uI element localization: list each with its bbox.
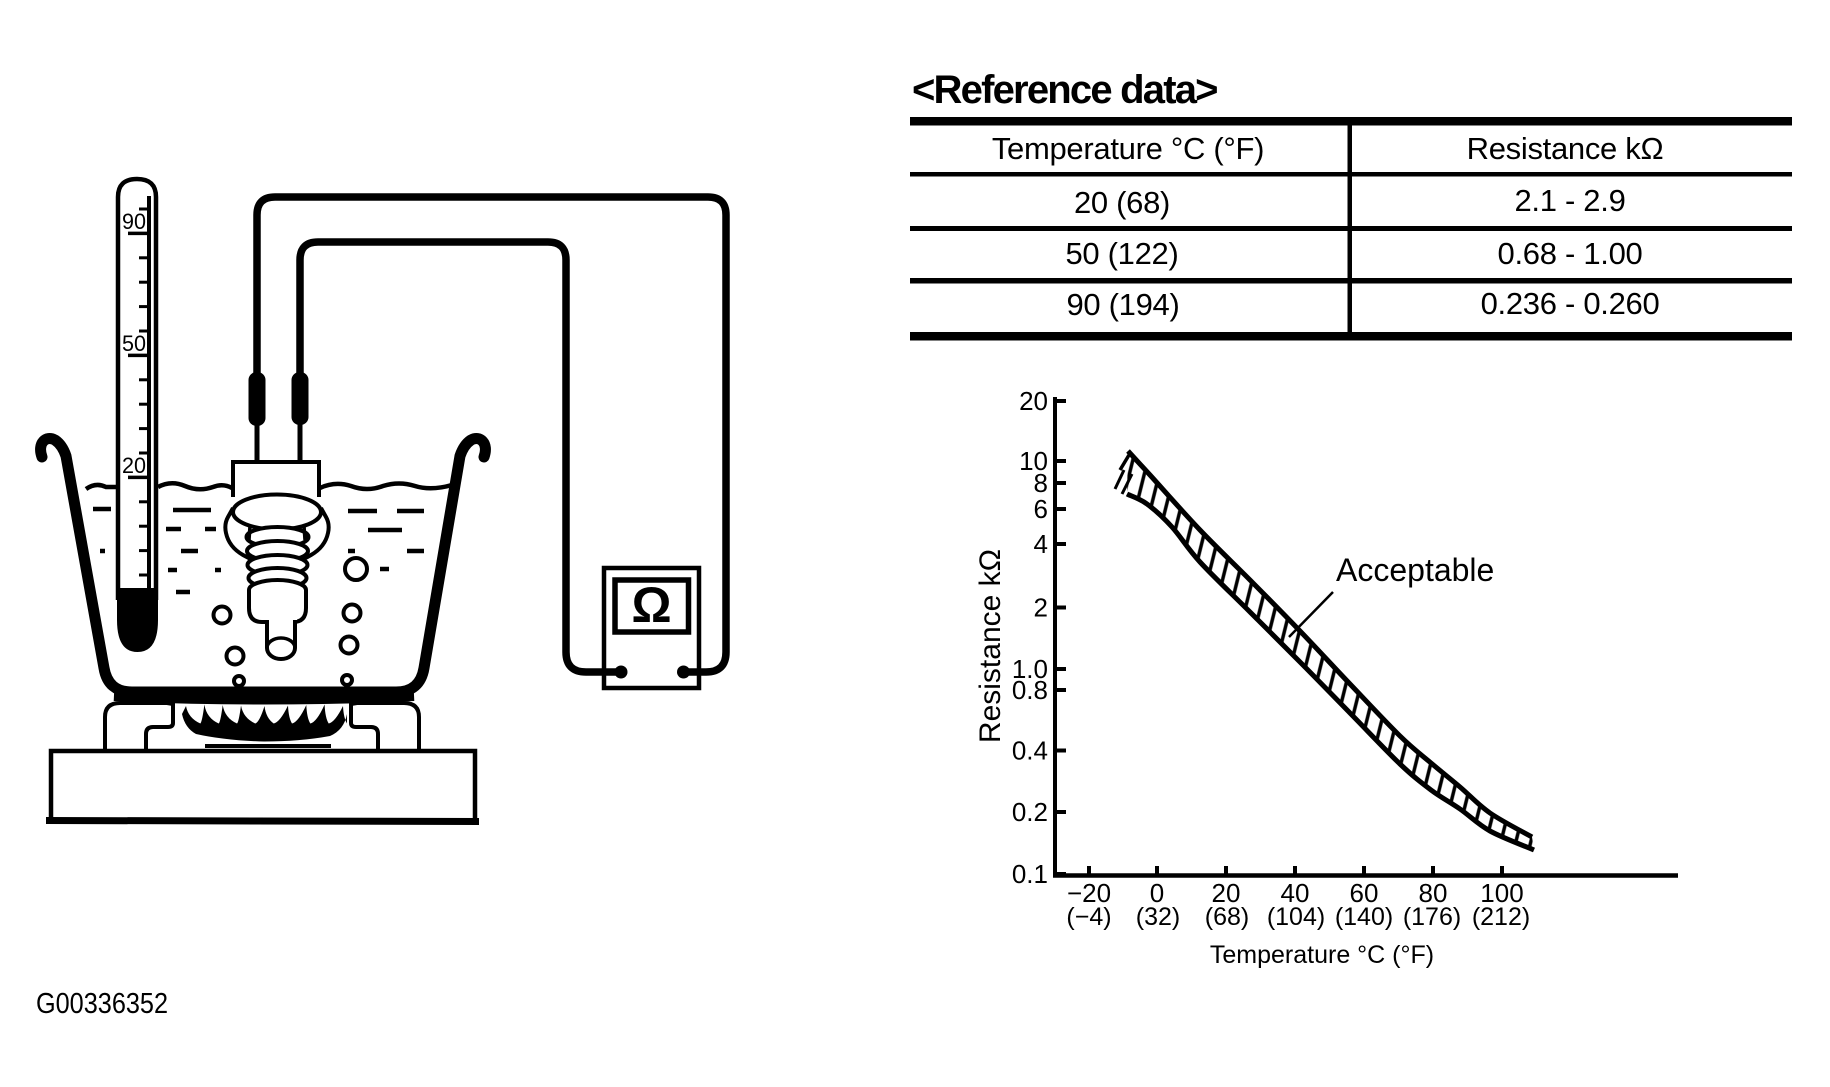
svg-text:Temperature °C (°F): Temperature °C (°F) xyxy=(992,131,1264,166)
svg-text:(176): (176) xyxy=(1403,903,1461,931)
svg-text:20: 20 xyxy=(1019,386,1048,416)
svg-text:Temperature °C (°F): Temperature °C (°F) xyxy=(1210,941,1434,969)
svg-text:40: 40 xyxy=(1281,878,1310,908)
svg-text:20: 20 xyxy=(1212,878,1241,908)
svg-text:80: 80 xyxy=(1419,878,1448,908)
svg-text:Ω: Ω xyxy=(631,577,671,633)
svg-text:10: 10 xyxy=(1019,446,1048,476)
svg-text:Resistance kΩ: Resistance kΩ xyxy=(1467,131,1664,166)
svg-text:G00336352: G00336352 xyxy=(36,988,168,1020)
svg-text:(140): (140) xyxy=(1335,903,1393,931)
svg-text:90 (194): 90 (194) xyxy=(1066,287,1179,322)
svg-text:50: 50 xyxy=(122,331,146,356)
svg-text:90: 90 xyxy=(122,209,146,234)
svg-text:1.0: 1.0 xyxy=(1012,654,1048,684)
svg-text:Acceptable: Acceptable xyxy=(1336,552,1494,588)
svg-text:(68): (68) xyxy=(1205,903,1249,931)
svg-text:0.2: 0.2 xyxy=(1012,797,1048,827)
svg-text:20 (68): 20 (68) xyxy=(1074,185,1170,220)
svg-text:0.4: 0.4 xyxy=(1012,736,1048,766)
svg-text:4: 4 xyxy=(1034,529,1048,559)
svg-text:50 (122): 50 (122) xyxy=(1065,236,1178,271)
svg-text:2.1 - 2.9: 2.1 - 2.9 xyxy=(1514,183,1625,218)
svg-text:Resistance kΩ: Resistance kΩ xyxy=(974,549,1007,743)
svg-text:0.1: 0.1 xyxy=(1012,859,1048,889)
svg-text:0: 0 xyxy=(1150,878,1164,908)
svg-text:60: 60 xyxy=(1350,878,1379,908)
svg-text:8: 8 xyxy=(1034,468,1048,498)
svg-text:20: 20 xyxy=(122,453,146,478)
svg-text:0.236 - 0.260: 0.236 - 0.260 xyxy=(1481,286,1660,321)
svg-text:(212): (212) xyxy=(1472,903,1530,931)
svg-text:<Reference data>: <Reference data> xyxy=(912,68,1217,112)
svg-text:100: 100 xyxy=(1480,878,1523,908)
svg-text:6: 6 xyxy=(1034,494,1048,524)
svg-text:2: 2 xyxy=(1034,593,1048,623)
svg-text:0.8: 0.8 xyxy=(1012,675,1048,705)
svg-text:(32): (32) xyxy=(1136,903,1180,931)
svg-text:0.68 - 1.00: 0.68 - 1.00 xyxy=(1498,236,1643,271)
svg-text:(−4): (−4) xyxy=(1066,903,1111,931)
svg-text:(104): (104) xyxy=(1267,903,1325,931)
svg-text:−20: −20 xyxy=(1067,878,1111,908)
